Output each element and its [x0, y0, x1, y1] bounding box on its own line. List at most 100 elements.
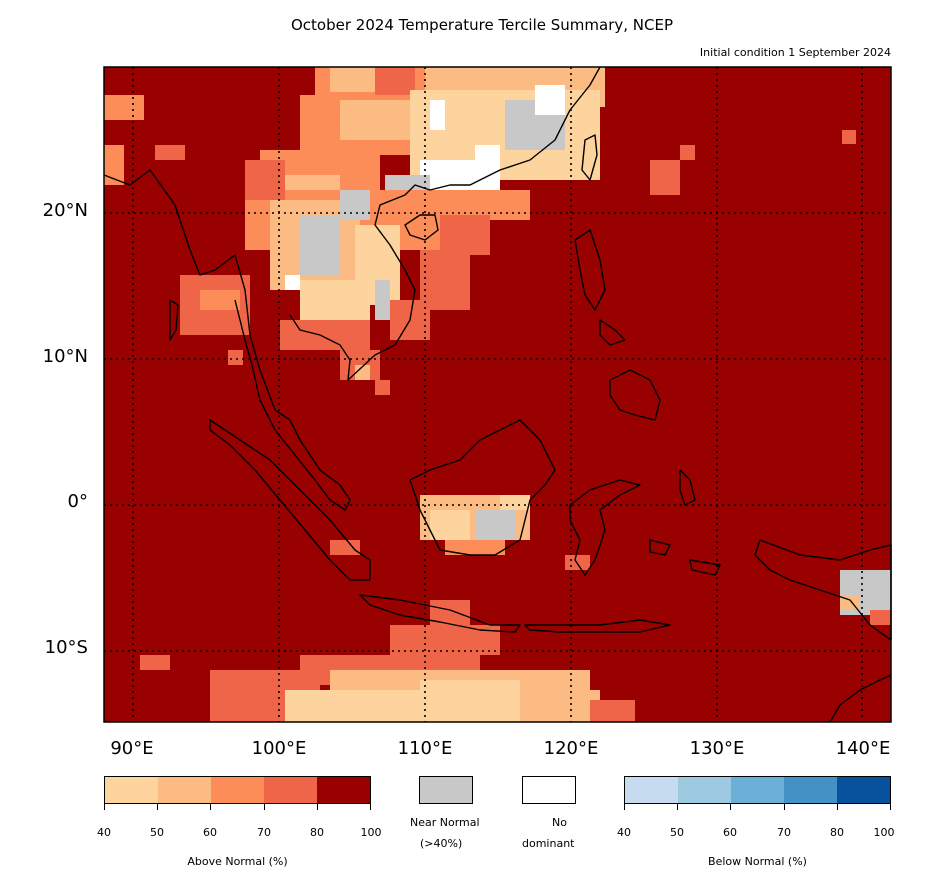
colorbar-tick: [210, 804, 211, 810]
tercile-cell: [155, 145, 185, 160]
coastline: [569, 479, 641, 576]
coastline: [359, 594, 521, 633]
coastline: [404, 214, 439, 241]
no-dominant-label-2: dominant: [522, 837, 575, 850]
colorbar-tick: [624, 804, 625, 810]
near-normal-label-1: Near Normal: [410, 816, 480, 829]
below-tick-100: 100: [873, 826, 895, 839]
tercile-cell: [500, 495, 530, 510]
coastline: [609, 369, 661, 421]
colorbar-tick: [370, 804, 371, 810]
colorbar-tick: [784, 804, 785, 810]
below-tick-40: 40: [617, 826, 631, 839]
tercile-cell: [300, 215, 340, 275]
tercile-cell: [280, 320, 370, 350]
coastline: [754, 539, 892, 641]
tercile-cell: [475, 145, 500, 165]
below-seg-50: [678, 777, 731, 803]
tercile-cell: [420, 680, 520, 722]
map-title: October 2024 Temperature Tercile Summary…: [290, 16, 674, 34]
tercile-cell: [375, 380, 390, 395]
tercile-cell: [104, 145, 124, 185]
coastline: [689, 559, 721, 576]
near-normal-label-2: (>40%): [420, 837, 463, 850]
above-tick-60: 60: [203, 826, 217, 839]
tercile-cell: [140, 655, 170, 670]
coastline: [599, 319, 626, 346]
below-seg-70: [784, 777, 837, 803]
above-tick-80: 80: [310, 826, 324, 839]
coastline: [169, 299, 179, 341]
tercile-cell: [340, 100, 410, 140]
coastlines: [103, 66, 892, 723]
tercile-cell: [520, 690, 600, 722]
lat-label-10n: 10°N: [42, 346, 88, 367]
coastline: [209, 419, 371, 581]
lat-label-10s: 10°S: [44, 637, 88, 658]
tercile-cell: [650, 160, 680, 195]
coastline: [103, 66, 601, 511]
above-seg-80: [317, 777, 370, 803]
graticule: [104, 67, 891, 722]
colorbar-tick: [157, 804, 158, 810]
tercile-cell: [870, 610, 891, 625]
tercile-cell: [475, 510, 515, 540]
tercile-cell: [445, 540, 505, 555]
tercile-cell: [200, 290, 240, 310]
tercile-cell: [300, 280, 370, 320]
tercile-cell: [340, 190, 370, 220]
coastline: [649, 539, 671, 556]
below-seg-40: [625, 777, 678, 803]
above-normal-colorbar: [104, 776, 371, 804]
colorbar-tick: [264, 804, 265, 810]
map-frame: [103, 66, 892, 723]
coastline: [679, 469, 696, 506]
below-tick-80: 80: [830, 826, 844, 839]
tercile-cells: [104, 67, 891, 722]
tercile-cell: [842, 130, 856, 144]
colorbar-tick: [837, 804, 838, 810]
colorbar-tick: [730, 804, 731, 810]
below-tick-70: 70: [777, 826, 791, 839]
colorbar-tick: [890, 804, 891, 810]
colorbar-tick: [104, 804, 105, 810]
coastline: [524, 619, 671, 633]
tercile-cell: [285, 690, 425, 722]
coastline: [574, 229, 606, 311]
tercile-cell: [375, 280, 390, 320]
above-tick-40: 40: [97, 826, 111, 839]
map-subtitle: Initial condition 1 September 2024: [699, 46, 891, 59]
colorbar-tick: [677, 804, 678, 810]
coastline: [829, 674, 892, 723]
no-dominant-swatch: [522, 776, 576, 804]
above-seg-70: [264, 777, 317, 803]
above-seg-60: [211, 777, 264, 803]
tercile-cell: [590, 700, 635, 722]
tercile-cell: [430, 510, 470, 540]
lat-label-20n: 20°N: [42, 200, 88, 221]
colorbar-tick: [317, 804, 318, 810]
above-tick-100: 100: [360, 826, 382, 839]
tercile-cell: [535, 85, 565, 115]
below-seg-60: [731, 777, 784, 803]
lon-label-130e: 130°E: [689, 738, 745, 759]
above-normal-label: Above Normal (%): [187, 855, 288, 868]
lon-label-100e: 100°E: [251, 738, 307, 759]
tercile-cell: [680, 145, 695, 160]
below-normal-colorbar: [624, 776, 891, 804]
coastline: [409, 419, 556, 556]
tercile-cell: [440, 215, 490, 255]
above-tick-50: 50: [150, 826, 164, 839]
lon-label-140e: 140°E: [835, 738, 891, 759]
coastline: [581, 134, 598, 181]
above-tick-70: 70: [257, 826, 271, 839]
below-normal-label: Below Normal (%): [708, 855, 807, 868]
tercile-cell: [285, 275, 300, 290]
tercile-cell: [228, 350, 243, 365]
below-tick-60: 60: [723, 826, 737, 839]
lon-label-110e: 110°E: [397, 738, 453, 759]
no-dominant-label-1: No: [552, 816, 567, 829]
near-normal-swatch: [419, 776, 473, 804]
lat-label-0: 0°: [67, 491, 88, 512]
above-seg-40: [105, 777, 158, 803]
